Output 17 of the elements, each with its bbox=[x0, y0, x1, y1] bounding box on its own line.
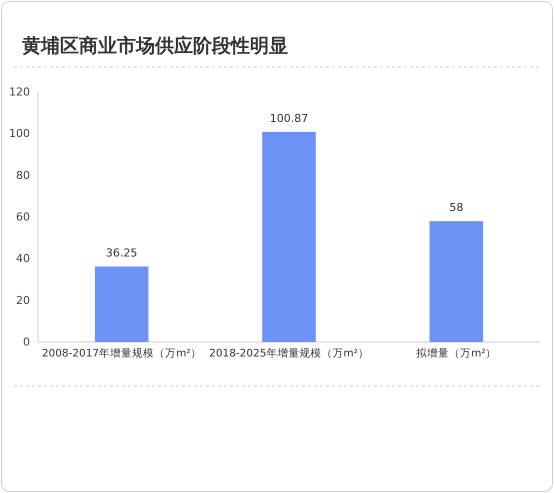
x-tick-label: 拟增量（万m²） bbox=[416, 346, 497, 360]
y-tick-label: 0 bbox=[23, 336, 30, 349]
chart-title: 黄埔区商业市场供应阶段性明显 bbox=[21, 35, 288, 57]
y-tick-label: 120 bbox=[9, 86, 30, 99]
y-tick-label: 40 bbox=[16, 252, 30, 266]
bar bbox=[94, 266, 148, 342]
y-tick-label: 20 bbox=[16, 294, 30, 307]
data-label: 100.87 bbox=[270, 112, 308, 125]
data-label: 58 bbox=[449, 201, 464, 214]
y-tick-label: 100 bbox=[9, 127, 30, 140]
x-tick-label: 2018-2025年增量规模（万m²） bbox=[209, 347, 369, 360]
y-tick-label: 60 bbox=[16, 210, 30, 224]
data-label: 36.25 bbox=[106, 246, 138, 260]
bar bbox=[430, 221, 484, 342]
y-tick-label: 80 bbox=[16, 168, 30, 182]
bar bbox=[262, 132, 316, 342]
x-tick-label: 2008-2017年增量规模（万m²） bbox=[42, 347, 202, 360]
